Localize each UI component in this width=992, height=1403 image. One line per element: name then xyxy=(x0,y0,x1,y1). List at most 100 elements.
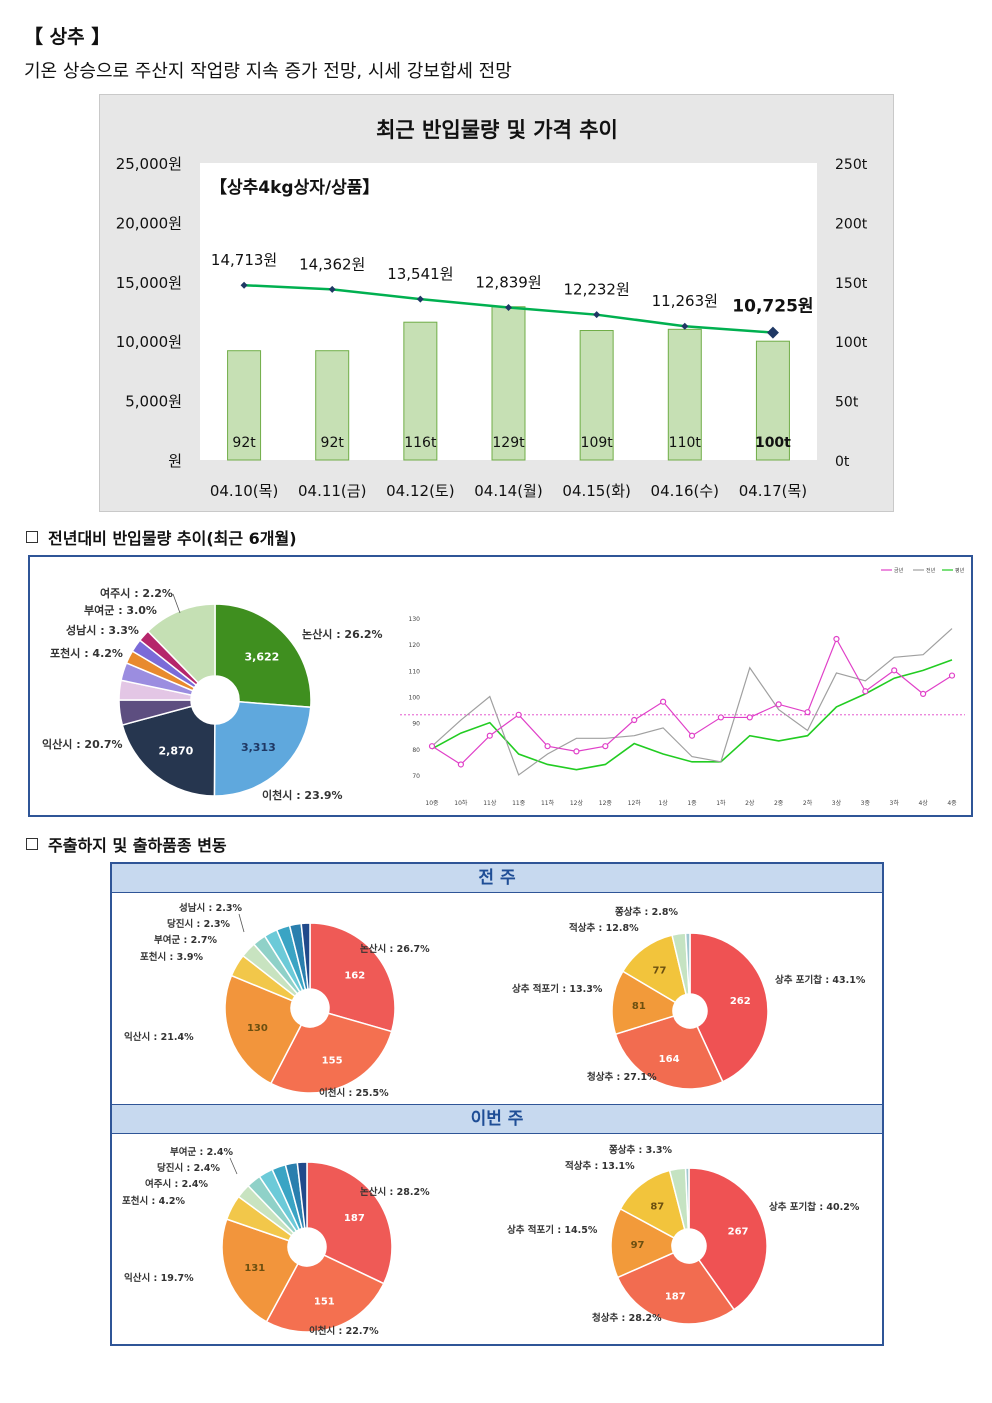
pie-slice-label: 여주시 : 2.2% xyxy=(100,586,173,600)
trend-series-line xyxy=(431,628,953,776)
pie-slice-label: 당진시 : 2.3% xyxy=(167,918,230,930)
volume-bar-label: 100t xyxy=(755,435,791,451)
pie-slice xyxy=(221,1218,299,1323)
pie-slice-label: 적상추 : 13.1% xyxy=(565,1160,635,1172)
x-axis-tick: 11하 xyxy=(541,799,555,807)
legend-label: 전년 xyxy=(926,567,936,574)
pie-slice-label: 여주시 : 2.4% xyxy=(145,1178,208,1190)
pie-slice xyxy=(121,705,216,797)
pie-slice-label: 상추 포기찹 : 40.2% xyxy=(769,1201,860,1213)
pie-slice-value: 81 xyxy=(632,1001,646,1012)
x-axis-tick: 10중 xyxy=(425,800,439,807)
y-axis-tick: 120 xyxy=(409,642,421,649)
pie-slice-label: 포천시 : 4.2% xyxy=(122,1196,185,1207)
this-week-variety-pie: 267 187 97 87 상추 포기찹 : 40.2% 청상추 : 28.2% 상추 적포… xyxy=(507,1144,860,1325)
x-axis-tick: 3중 xyxy=(861,800,871,807)
legend-label: 금년 xyxy=(894,567,904,574)
right-axis-tick: 100t xyxy=(835,335,868,351)
pie-slice-label: 논산시 : 26.7% xyxy=(360,943,430,955)
x-axis-tick: 11중 xyxy=(512,800,526,807)
x-axis-tick: 10하 xyxy=(454,799,468,807)
pie-slice-label: 쫑상추 : 2.8% xyxy=(615,906,678,918)
prev-week-region-pie: 162 155 130 논산시 : 26.7% 이천시 : 25.5% 익산시 : 21.… xyxy=(124,902,430,1099)
volume-bar-label: 129t xyxy=(492,435,525,451)
pie-slice-label: 부여군 : 3.0% xyxy=(84,603,157,617)
pie-slice xyxy=(689,932,769,1083)
y-axis-tick: 70 xyxy=(412,773,420,780)
pie-slice xyxy=(616,1251,736,1325)
pie-leader-line xyxy=(172,593,181,614)
pie-slice-label: 포천시 : 4.2% xyxy=(50,646,123,660)
pie-slice xyxy=(269,1012,393,1094)
price-volume-chart: 최근 반입물량 및 가격 추이 【상추4kg상자/상품】 25,000원 20,000… xyxy=(99,94,894,512)
x-axis-tick: 04.10(목) xyxy=(210,482,278,500)
price-point xyxy=(416,295,424,303)
volume-bar xyxy=(227,350,262,461)
trend-point xyxy=(717,714,724,721)
volume-bar xyxy=(403,321,438,461)
trend-point xyxy=(804,709,811,716)
trend-point xyxy=(573,748,580,755)
volume-bar-label: 116t xyxy=(404,435,437,451)
x-axis-tick: 1상 xyxy=(658,799,668,807)
pie-slice xyxy=(309,922,396,1033)
pie-slice xyxy=(300,922,311,990)
pie-slice-value: 164 xyxy=(659,1054,680,1065)
y-axis-tick: 100 xyxy=(409,695,421,702)
pie-slice-value: 131 xyxy=(244,1263,265,1274)
this-week-band: 이번 주 xyxy=(112,1104,882,1134)
pie-slice-value: 162 xyxy=(344,970,365,981)
pie-slice-value: 187 xyxy=(344,1213,365,1224)
x-axis-tick: 2상 xyxy=(745,799,755,807)
volume-trend-panel: 3,622 3,313 2,870 논산시 : 26.2% 이천시 : 23.9% 익산시… xyxy=(28,555,973,817)
price-label: 10,725원 xyxy=(732,297,813,317)
x-axis-tick: 3하 xyxy=(890,799,900,807)
pie-slice xyxy=(213,701,312,797)
pie-slice-value: 187 xyxy=(665,1292,686,1303)
price-label: 13,541원 xyxy=(387,265,453,283)
pie-slice-value: 262 xyxy=(730,996,751,1007)
chart-subtitle: 【상추4kg상자/상품】 xyxy=(210,177,379,198)
price-point xyxy=(240,281,248,289)
x-axis-tick: 2중 xyxy=(774,800,784,807)
pie-slice-label: 익산시 : 19.7% xyxy=(124,1272,194,1284)
y-axis-tick: 110 xyxy=(409,668,421,675)
trend-point xyxy=(457,761,464,768)
pie-slice-label: 성남시 : 3.3% xyxy=(66,623,139,637)
pie-slice xyxy=(265,1254,385,1333)
price-label: 12,839원 xyxy=(475,273,541,291)
trend-point xyxy=(688,732,696,739)
left-axis-tick: 10,000원 xyxy=(116,333,182,351)
x-axis-tick: 04.14(월) xyxy=(474,482,542,500)
pie-slice-label: 익산시 : 21.4% xyxy=(124,1031,194,1043)
pie-slice-value: 3,313 xyxy=(241,741,276,754)
x-axis-tick: 3상 xyxy=(832,799,842,807)
pie-slice-label: 청상추 : 28.2% xyxy=(592,1312,662,1324)
left-axis-tick: 원 xyxy=(168,452,182,470)
x-axis-tick: 11상 xyxy=(483,799,497,807)
pie-slice-label: 상추 적포기 : 13.3% xyxy=(512,983,603,995)
checkbox-square-icon xyxy=(26,838,38,850)
pie-slice-label: 이천시 : 22.7% xyxy=(309,1325,379,1337)
prev-week-band: 전 주 xyxy=(112,864,882,893)
x-axis-tick: 4상 xyxy=(918,799,928,807)
pie-slice-label: 상추 포기찹 : 43.1% xyxy=(775,974,866,986)
section-volume-trend: 전년대비 반입물량 추이(최근 6개월) xyxy=(26,525,297,549)
pie-slice-label: 부여군 : 2.7% xyxy=(154,934,217,946)
volume-bar xyxy=(491,306,526,461)
pie-slice-value: 151 xyxy=(314,1296,335,1307)
pie-slice-value: 87 xyxy=(650,1201,664,1212)
pie-slice-value: 130 xyxy=(247,1023,268,1034)
this-week-region-pie: 187 151 131 논산시 : 28.2% 이천시 : 22.7% 익산시 : 19.… xyxy=(122,1146,430,1337)
pie-slice-label: 이천시 : 23.9% xyxy=(262,788,343,802)
x-axis-tick: 04.17(목) xyxy=(739,482,807,500)
x-axis-tick: 04.15(화) xyxy=(562,482,630,500)
x-axis-tick: 12상 xyxy=(570,799,584,807)
section-shipping-change-title: 주출하지 및 출하품종 변동 xyxy=(48,836,227,855)
pie-slice xyxy=(214,603,312,709)
volume-bar xyxy=(755,340,790,461)
prev-week-variety-pie: 262 164 81 77 상추 포기찹 : 43.1% 청상추 : 27.1% 상추 적포… xyxy=(512,906,866,1090)
pie-slice-value: 2,870 xyxy=(159,745,194,758)
x-axis-tick: 04.11(금) xyxy=(298,482,366,500)
trend-point xyxy=(428,743,436,750)
